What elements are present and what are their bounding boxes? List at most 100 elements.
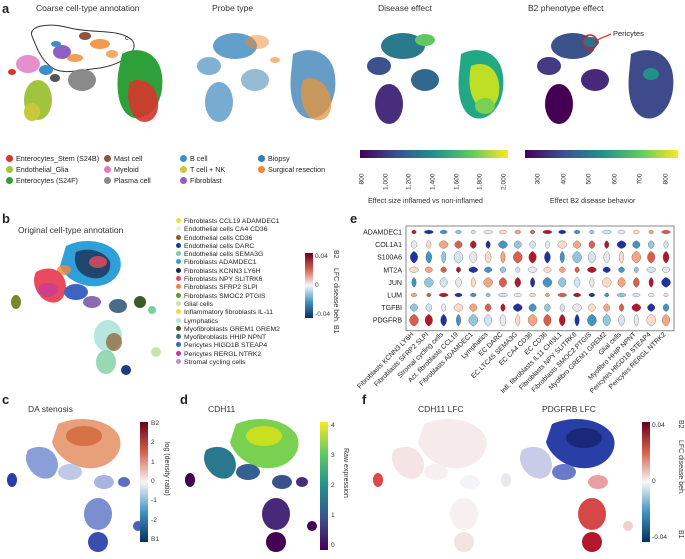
colorbar-tick: 4	[331, 422, 335, 429]
colorbar-disease-effect	[360, 150, 508, 158]
legend-label: Pericytes RERGL NTRK2	[184, 350, 262, 358]
violin-shape	[456, 313, 461, 327]
lfc-b-tick-mid: 0	[315, 282, 319, 289]
lfc-f-label: LFC disease beh.	[677, 440, 684, 495]
umap-coarse-annotation: c	[8, 24, 163, 122]
legend-item: Stromal cycling cells	[176, 359, 280, 367]
legend-swatch	[176, 218, 181, 223]
legend-item: Pericytes HIGD1B STEAP4	[176, 342, 280, 350]
lfc-f-label-bottom: B1	[677, 530, 684, 539]
violin-gene-label: LUM	[387, 293, 402, 300]
violin-shape	[470, 292, 477, 298]
violin-shape	[603, 303, 610, 312]
colorbar-tick: 300	[534, 173, 542, 185]
violin-shape	[616, 240, 627, 249]
violin-shape	[559, 314, 566, 327]
legend-label: Endothelial_Glia	[16, 165, 69, 174]
colorbar-tick: -1	[151, 497, 157, 505]
colorbar-da-label: log (density ratio)	[163, 442, 170, 496]
legend-label: Endothelial cells CD36	[184, 234, 253, 242]
legend-swatch	[176, 350, 181, 356]
violin-shape	[500, 250, 506, 264]
legend-swatch	[104, 177, 111, 184]
legend-item: Pericytes RERGL NTRK2	[176, 350, 280, 359]
violin-shape	[438, 292, 449, 298]
violin-shape	[499, 314, 507, 327]
violin-shape	[662, 251, 670, 264]
legend-label: B cell	[190, 154, 208, 163]
violin-shape	[499, 229, 507, 235]
violin-shape	[410, 303, 418, 312]
legend-item: Endothelial cells CD36	[176, 234, 280, 243]
legend-swatch	[6, 177, 13, 184]
violin-shape	[587, 251, 596, 264]
violin-shape	[559, 266, 566, 273]
violin-gene-label: JUN	[388, 280, 402, 287]
legend-label: Fibroblasts NPY SLITRK6	[184, 276, 263, 284]
violin-shape	[661, 277, 671, 288]
violin-shape	[528, 303, 537, 312]
legend-swatch	[6, 155, 13, 162]
violin-shape	[454, 240, 463, 249]
legend-swatch	[180, 166, 187, 173]
legend-label: Stromal cycling cells	[184, 359, 246, 367]
violin-shape	[426, 292, 432, 298]
colorbar-tick: 1,200	[405, 173, 413, 191]
violin-shape	[617, 277, 626, 288]
umap-da-stenosis	[7, 419, 143, 552]
violin-shape	[425, 251, 432, 264]
violin-shape	[514, 229, 521, 235]
violin-shape	[616, 292, 627, 298]
violin-shape	[573, 277, 581, 288]
violin-shape	[619, 250, 624, 264]
violin-shape	[646, 314, 656, 327]
violin-shape	[454, 292, 463, 298]
legend-label: Myofibroblasts HHIP NPNT	[184, 334, 267, 342]
violin-shape	[662, 314, 670, 327]
legend-item: Myofibroblasts GREM1 GREM2	[176, 325, 280, 334]
lfc-f-tick-mid: 0	[652, 478, 656, 485]
lfc-f-tick-top: 0.04	[652, 422, 665, 429]
violin-shape	[587, 314, 597, 327]
violin-shape	[513, 251, 523, 264]
legend-item: Enterocytes (S24F)	[6, 175, 99, 186]
legend-label: Fibroblasts CCL19 ADAMDEC1	[184, 218, 280, 225]
legend-swatch	[176, 234, 181, 240]
violin-shape	[558, 229, 567, 235]
colorbar-cdh11	[320, 422, 328, 550]
legend-label: Pericytes HIGD1B STEAP4	[184, 342, 268, 350]
lfc-b-label-bottom: B1	[332, 325, 339, 334]
colorbar-tick: 400	[560, 173, 568, 185]
legend-label: Fibroblasts KCNN3 LY6H	[184, 267, 261, 275]
violin-shape	[633, 277, 640, 288]
panel-e-label: e	[350, 211, 358, 226]
legend-item: Fibroblasts SMOC2 PTGIS	[176, 292, 280, 301]
panel-b-label: b	[2, 211, 10, 226]
panel-c-title: DA stenosis	[28, 404, 73, 414]
colorbar-tick: B2	[151, 420, 160, 427]
colorbar-da	[140, 422, 148, 542]
violin-shape	[530, 277, 535, 288]
legend-label: Myofibroblasts GREM1 GREM2	[184, 325, 280, 333]
colorbar-b2-effect	[525, 150, 678, 158]
violin-shape	[559, 303, 565, 312]
violin-shape	[470, 277, 476, 288]
violin-shape	[662, 266, 670, 273]
violin-shape	[484, 303, 492, 312]
legend-item: T cell + NK	[180, 164, 225, 175]
legend-swatch	[258, 166, 265, 173]
violin-shape	[527, 314, 538, 327]
colorbar-lfc-f	[642, 422, 650, 542]
colorbar-disease-label: Effect size inflamed vs non-inflamed	[368, 196, 483, 205]
violin-shape	[453, 303, 464, 312]
violin-shape	[572, 303, 582, 312]
violin-shape	[499, 277, 507, 288]
colorbar-tick: 1,000	[382, 173, 390, 191]
violin-shape	[632, 292, 641, 298]
legend-item: Enterocytes_Stem (S24B)	[6, 153, 99, 164]
colorbar-tick: 1	[151, 458, 155, 466]
violin-shape	[410, 292, 418, 298]
violin-shape	[425, 303, 432, 312]
colorbar-tick: 2	[331, 482, 335, 489]
violin-gene-label: ADAMDEC1	[363, 230, 402, 237]
